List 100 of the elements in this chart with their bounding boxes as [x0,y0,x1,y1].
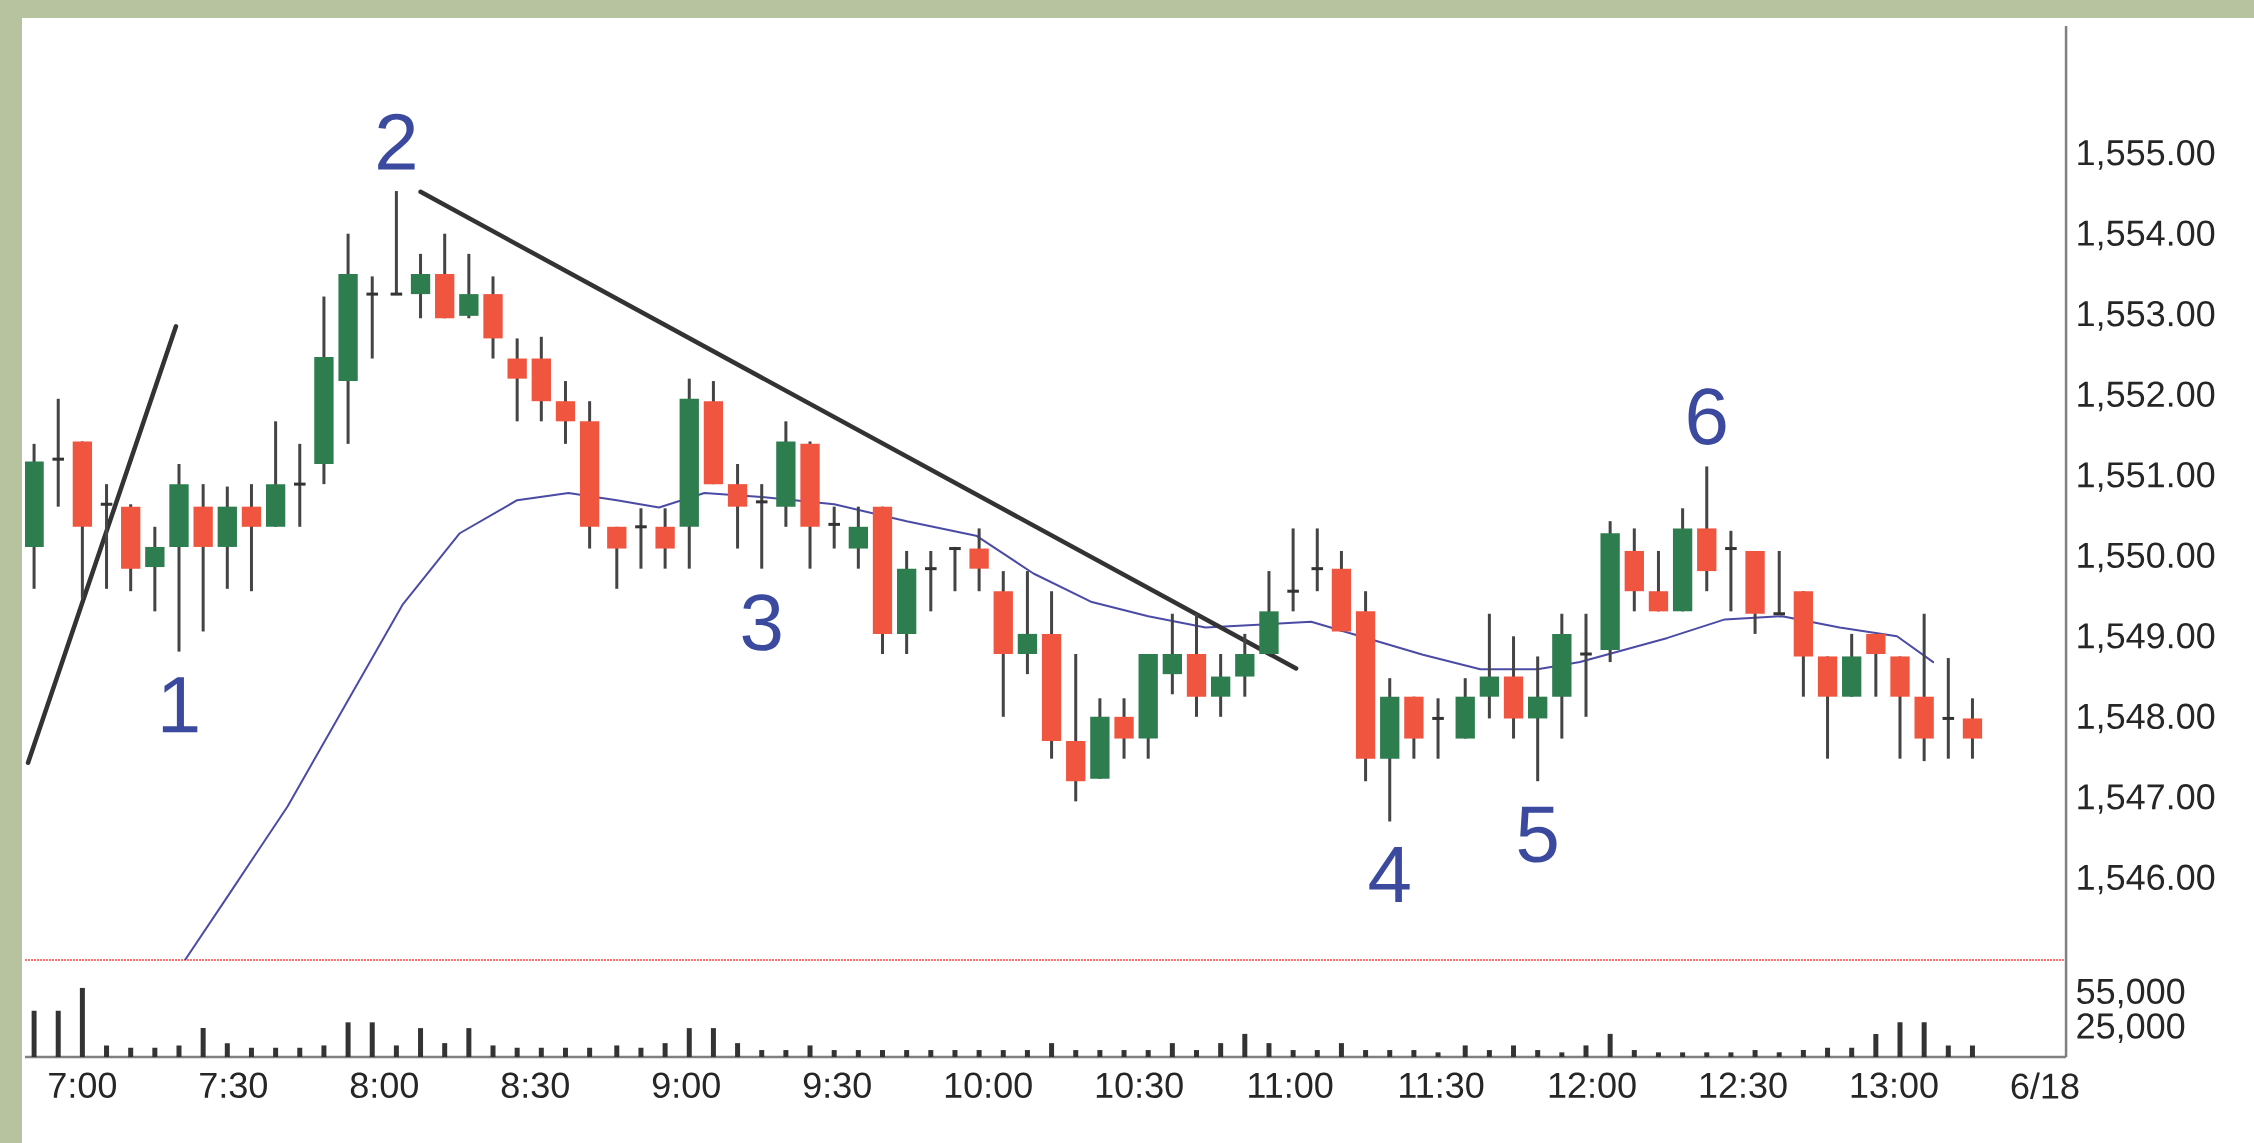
candlestick [655,508,675,569]
bar [928,1050,934,1057]
annotation: 3 [742,594,781,651]
candlestick [1648,549,1669,612]
bar [1049,1043,1055,1057]
bar [273,1047,279,1057]
candlestick [241,484,262,593]
bar [128,1047,134,1057]
x-tick-label: 11:00 [1249,1072,1333,1098]
annotation: 5 [1518,806,1557,863]
bar [1535,1050,1541,1057]
bar [1704,1052,1710,1057]
bar [1338,1043,1344,1057]
candlestick [1866,632,1886,697]
bar [638,1047,644,1057]
y-tick-label: 1,554.00 [2078,220,2215,251]
bar [976,1050,982,1057]
x-tick-label: 8:00 [350,1072,418,1098]
x-tick-label: 8:30 [501,1072,569,1098]
candlestick [607,525,627,589]
annotation: 6 [1688,388,1726,445]
bar [1194,1050,1199,1057]
annotation: 4 [1369,847,1410,903]
bar [466,1028,472,1057]
candlestick [1211,654,1231,717]
bar [710,1028,716,1057]
bar [614,1045,620,1057]
bar [1024,1050,1030,1057]
candlestick [727,464,748,549]
bar [1462,1045,1468,1057]
x-tick-label: 10:00 [945,1072,1032,1098]
y-tick-label: 1,551.00 [2078,462,2215,492]
candlestick [1017,571,1038,676]
bar [79,987,85,1057]
bar [1242,1033,1248,1057]
bar [1728,1052,1734,1057]
bar [1411,1050,1417,1057]
candlestick [507,338,527,422]
bar [1511,1045,1517,1057]
bar [393,1045,399,1057]
bar [1921,1022,1927,1057]
y-tick-label: 1,552.00 [2078,381,2215,412]
x-tick-label: 12:00 [1549,1072,1636,1098]
bar [1873,1033,1879,1057]
bar [1969,1045,1975,1057]
bar [1387,1050,1393,1057]
bar [562,1047,568,1057]
bar [855,1050,861,1057]
bar [587,1047,593,1057]
y-tick-label: 55,000 [2077,978,2185,1009]
candlestick [969,528,989,593]
bar [514,1047,520,1057]
bar [31,1010,37,1057]
bar [831,1050,837,1057]
y-tick-label: 1,546.00 [2078,864,2215,895]
bar [1800,1050,1806,1057]
candlestick [1162,612,1183,695]
bar [1583,1045,1589,1057]
y-tick-label: 1,548.00 [2078,703,2215,734]
candlestick [1962,698,1983,759]
candlestick [555,381,576,444]
bar [1945,1045,1951,1057]
bar [1897,1022,1903,1057]
annotation: 1 [162,677,198,733]
x-tick-label: 7:30 [200,1072,267,1098]
x-tick-label: 13:00 [1851,1072,1938,1098]
bar [1825,1047,1831,1057]
candlestick [1479,612,1500,719]
bar [1218,1043,1224,1057]
annotation: 2 [378,113,415,170]
bar [1363,1050,1369,1057]
bar [224,1043,230,1057]
bar [880,1050,885,1057]
bar [1849,1047,1855,1057]
bar [297,1047,303,1057]
bar [1776,1052,1782,1057]
bar [735,1043,741,1057]
bar [490,1045,496,1057]
bar [1169,1043,1175,1057]
bar [1097,1050,1103,1057]
bar [1631,1050,1637,1057]
bar [759,1050,765,1057]
x-tick-label: 11:30 [1400,1072,1484,1098]
bar [442,1043,448,1057]
y-tick-label: 1,550.00 [2078,542,2215,573]
y-tick-label: 25,000 [2077,1013,2185,1043]
bar [1486,1050,1492,1057]
candlestick [1235,632,1255,697]
candlestick [1114,698,1134,759]
bar [1314,1050,1320,1057]
bar [686,1028,692,1057]
bar [345,1022,351,1057]
candlestick [848,506,868,569]
y-tick-label: 1,549.00 [2078,623,2215,653]
y-tick-label: 1,555.00 [2078,139,2215,170]
y-tick-label: 1,547.00 [2078,784,2215,814]
candlestick [459,252,479,319]
bar [1680,1052,1686,1057]
bar [55,1010,61,1057]
candlestick [410,252,431,319]
